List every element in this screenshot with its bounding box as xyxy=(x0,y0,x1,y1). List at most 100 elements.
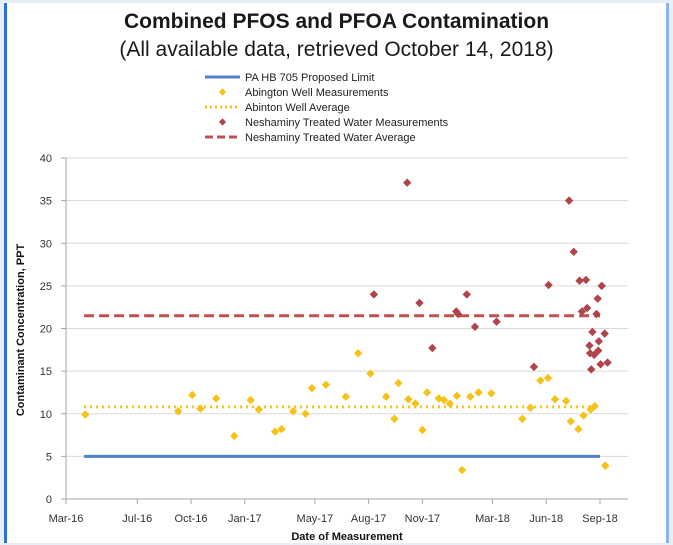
x-tick-label: Sep-18 xyxy=(582,513,617,525)
data-point xyxy=(381,392,391,401)
data-point xyxy=(462,290,471,299)
data-point xyxy=(564,196,574,205)
data-point xyxy=(453,309,463,319)
legend-swatch xyxy=(218,88,227,96)
data-point xyxy=(518,414,527,424)
data-point xyxy=(307,383,317,393)
x-tick-label: Mar-16 xyxy=(49,513,84,525)
data-point xyxy=(428,343,437,353)
x-tick-label: Nov-17 xyxy=(405,513,440,525)
y-axis-title: Contaminant Concentration, PPT xyxy=(15,244,27,417)
y-tick-label: 10 xyxy=(40,409,52,421)
legend-label: PA HB 705 Proposed Limit xyxy=(245,72,374,84)
data-point xyxy=(270,427,280,436)
chart-title: Combined PFOS and PFOA Contamination xyxy=(123,10,550,33)
x-tick-label: Mar-18 xyxy=(475,513,510,525)
data-point xyxy=(601,461,610,470)
data-point xyxy=(445,399,455,408)
data-point xyxy=(593,294,602,303)
data-point xyxy=(487,389,496,398)
y-tick-label: 0 xyxy=(46,494,52,506)
data-point xyxy=(577,307,587,316)
data-point xyxy=(543,373,553,383)
x-tick-label: May-17 xyxy=(297,513,334,525)
data-point xyxy=(536,376,545,385)
data-point xyxy=(470,322,480,331)
data-point xyxy=(415,298,424,308)
data-point xyxy=(366,369,375,378)
legend-label: Abington Well Measurements xyxy=(245,87,389,99)
data-point xyxy=(390,414,399,424)
x-tick-label: Jun-18 xyxy=(529,513,563,525)
data-point xyxy=(230,431,239,441)
y-tick-label: 25 xyxy=(40,281,52,293)
data-point xyxy=(550,395,560,404)
legend-label: Neshaminy Treated Water Measurements xyxy=(245,117,449,129)
data-point xyxy=(173,406,183,416)
data-point xyxy=(353,349,363,358)
y-tick-label: 5 xyxy=(46,451,52,463)
data-point xyxy=(402,178,412,187)
data-point xyxy=(579,411,588,420)
data-point xyxy=(246,395,255,405)
data-point xyxy=(439,395,449,405)
data-point xyxy=(544,280,553,290)
data-point xyxy=(341,392,351,401)
legend-swatch xyxy=(218,118,227,126)
data-point xyxy=(582,303,592,313)
x-tick-label: Jul-16 xyxy=(122,513,152,525)
y-tick-label: 15 xyxy=(40,366,52,378)
chart-legend: PA HB 705 Proposed Limit Abington Well Me… xyxy=(205,72,449,144)
x-tick-labels: Mar-16 Jul-16 Oct-16 Jan-17 May-17 Aug-17 Nov-… xyxy=(49,499,618,525)
data-point xyxy=(422,388,432,397)
data-point xyxy=(211,394,221,403)
data-point xyxy=(301,409,310,418)
data-point xyxy=(466,392,475,401)
chart-frame xyxy=(4,3,669,543)
reference-lines xyxy=(84,314,600,458)
data-point xyxy=(418,425,427,435)
data-point xyxy=(566,417,575,426)
data-point xyxy=(581,275,591,285)
data-point xyxy=(585,341,594,350)
data-point xyxy=(575,276,584,285)
data-point xyxy=(321,380,331,389)
data-point xyxy=(597,281,606,291)
data-point xyxy=(569,247,578,256)
data-point xyxy=(196,404,205,413)
data-point xyxy=(529,362,539,372)
data-point xyxy=(404,395,413,404)
y-tick-label: 40 xyxy=(40,153,52,165)
x-tick-label: Jan-17 xyxy=(228,513,262,525)
data-point xyxy=(587,365,596,374)
data-point xyxy=(600,329,609,338)
data-point xyxy=(394,378,403,388)
data-point xyxy=(596,360,605,369)
data-point xyxy=(588,327,597,337)
data-point xyxy=(492,317,501,326)
y-tick-label: 20 xyxy=(40,324,52,336)
x-tick-label: Aug-17 xyxy=(351,513,386,525)
y-tick-label: 30 xyxy=(40,238,52,250)
data-point xyxy=(589,350,599,360)
data-point xyxy=(592,309,601,319)
legend-label: Abinton Well Average xyxy=(245,102,350,114)
data-point xyxy=(474,388,483,397)
data-point xyxy=(369,290,379,299)
data-point xyxy=(277,424,286,434)
data-point xyxy=(81,410,90,419)
data-point xyxy=(289,406,298,416)
x-tick-label: Oct-16 xyxy=(175,513,208,525)
data-point xyxy=(561,396,571,406)
data-point xyxy=(603,358,612,367)
legend-label: Neshaminy Treated Water Average xyxy=(245,132,416,144)
data-point xyxy=(526,403,535,412)
chart-subtitle: (All available data, retrieved October 1… xyxy=(119,38,554,61)
data-point xyxy=(585,349,595,358)
data-point xyxy=(590,401,599,411)
data-point xyxy=(594,346,603,355)
data-point xyxy=(452,391,462,401)
data-points xyxy=(81,178,612,475)
data-point xyxy=(457,465,467,475)
